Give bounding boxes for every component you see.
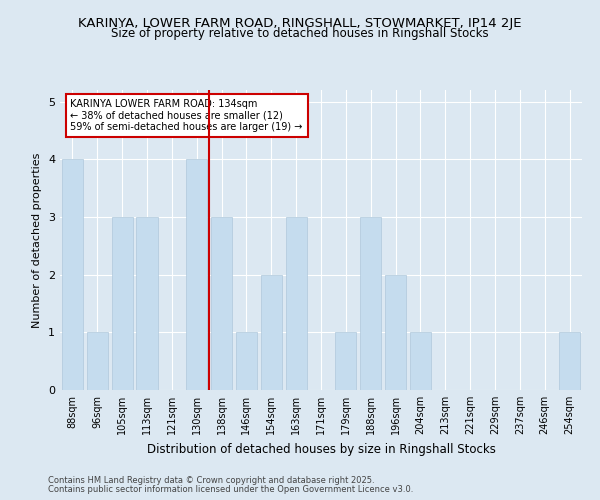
- Bar: [335, 332, 356, 390]
- Bar: [559, 332, 580, 390]
- Bar: [385, 274, 406, 390]
- Y-axis label: Number of detached properties: Number of detached properties: [32, 152, 43, 328]
- Bar: [211, 217, 232, 390]
- Text: KARINYA, LOWER FARM ROAD, RINGSHALL, STOWMARKET, IP14 2JE: KARINYA, LOWER FARM ROAD, RINGSHALL, STO…: [78, 18, 522, 30]
- Bar: [112, 217, 133, 390]
- Bar: [261, 274, 282, 390]
- Bar: [62, 159, 83, 390]
- Bar: [286, 217, 307, 390]
- Text: Contains public sector information licensed under the Open Government Licence v3: Contains public sector information licen…: [48, 485, 413, 494]
- Bar: [236, 332, 257, 390]
- Bar: [87, 332, 108, 390]
- Text: Size of property relative to detached houses in Ringshall Stocks: Size of property relative to detached ho…: [111, 28, 489, 40]
- Text: KARINYA LOWER FARM ROAD: 134sqm
← 38% of detached houses are smaller (12)
59% of: KARINYA LOWER FARM ROAD: 134sqm ← 38% of…: [70, 99, 303, 132]
- Bar: [360, 217, 381, 390]
- Bar: [410, 332, 431, 390]
- Text: Contains HM Land Registry data © Crown copyright and database right 2025.: Contains HM Land Registry data © Crown c…: [48, 476, 374, 485]
- X-axis label: Distribution of detached houses by size in Ringshall Stocks: Distribution of detached houses by size …: [146, 442, 496, 456]
- Bar: [186, 159, 207, 390]
- Bar: [136, 217, 158, 390]
